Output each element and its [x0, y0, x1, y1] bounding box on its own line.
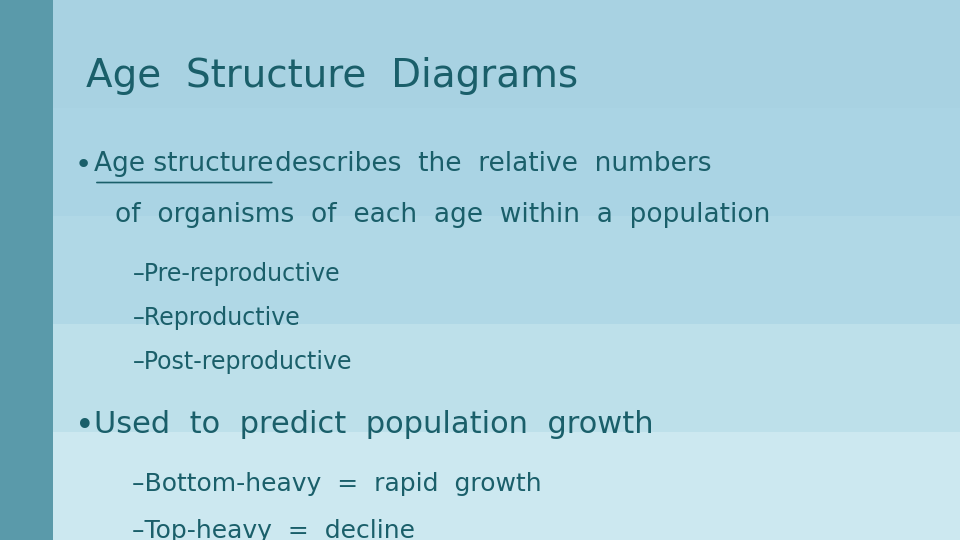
Text: –Reproductive: –Reproductive: [132, 306, 300, 330]
FancyBboxPatch shape: [0, 432, 960, 540]
FancyBboxPatch shape: [0, 216, 960, 324]
Text: describes  the  relative  numbers: describes the relative numbers: [275, 151, 711, 177]
FancyBboxPatch shape: [0, 0, 960, 108]
FancyBboxPatch shape: [0, 324, 960, 432]
FancyBboxPatch shape: [0, 0, 53, 540]
Text: Used  to  predict  population  growth: Used to predict population growth: [94, 410, 654, 439]
Text: –Pre-reproductive: –Pre-reproductive: [132, 262, 340, 286]
Text: •: •: [75, 151, 92, 179]
Text: •: •: [75, 410, 94, 443]
Text: –Post-reproductive: –Post-reproductive: [132, 350, 352, 374]
Text: Age structure: Age structure: [94, 151, 282, 177]
Text: –Top-heavy  =  decline: –Top-heavy = decline: [132, 519, 416, 540]
Text: –Bottom-heavy  =  rapid  growth: –Bottom-heavy = rapid growth: [132, 472, 542, 496]
FancyBboxPatch shape: [0, 108, 960, 216]
Text: Age  Structure  Diagrams: Age Structure Diagrams: [86, 57, 579, 94]
Text: of  organisms  of  each  age  within  a  population: of organisms of each age within a popula…: [115, 202, 771, 228]
